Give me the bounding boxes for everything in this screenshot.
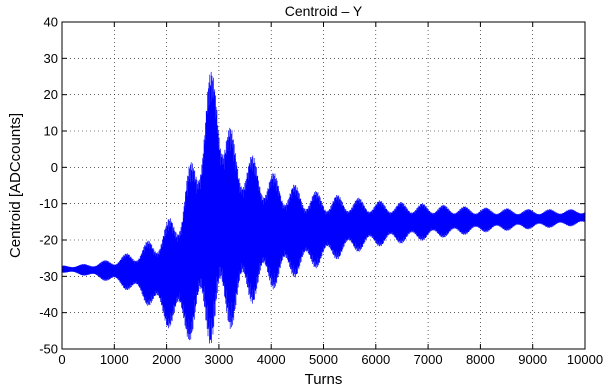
x-tick-label: 7000 — [414, 352, 443, 367]
x-tick-label: 10000 — [567, 352, 603, 367]
y-tick-label: -40 — [39, 305, 58, 320]
x-tick-label: 2000 — [152, 352, 181, 367]
x-tick-label: 9000 — [518, 352, 547, 367]
y-tick-label: 10 — [44, 124, 58, 139]
y-tick-label: 20 — [44, 87, 58, 102]
x-tick-label: 0 — [58, 352, 65, 367]
y-tick-label: -10 — [39, 196, 58, 211]
x-tick-label: 5000 — [309, 352, 338, 367]
x-tick-label: 8000 — [466, 352, 495, 367]
y-axis-label: Centroid [ADCcounts] — [7, 113, 24, 258]
x-tick-label: 3000 — [204, 352, 233, 367]
x-axis-label: Turns — [305, 371, 343, 388]
centroid-series-line — [62, 71, 585, 344]
plot-area-frame — [61, 21, 586, 350]
y-tick-label: -30 — [39, 269, 58, 284]
grid-lines — [62, 22, 585, 349]
data-series — [62, 71, 585, 344]
y-tick-label: -20 — [39, 233, 58, 248]
y-tick-label: -50 — [39, 342, 58, 357]
axis-ticks: 0 1000 2000 3000 4000 5000 6000 7000 8000 9000 100… — [39, 15, 603, 368]
chart-title: Centroid – Y — [285, 3, 363, 19]
x-tick-label: 6000 — [361, 352, 390, 367]
y-tick-label: 30 — [44, 51, 58, 66]
y-tick-label: 40 — [44, 15, 58, 30]
x-tick-label: 1000 — [100, 352, 129, 367]
y-tick-label: 0 — [51, 160, 58, 175]
x-tick-label: 4000 — [257, 352, 286, 367]
